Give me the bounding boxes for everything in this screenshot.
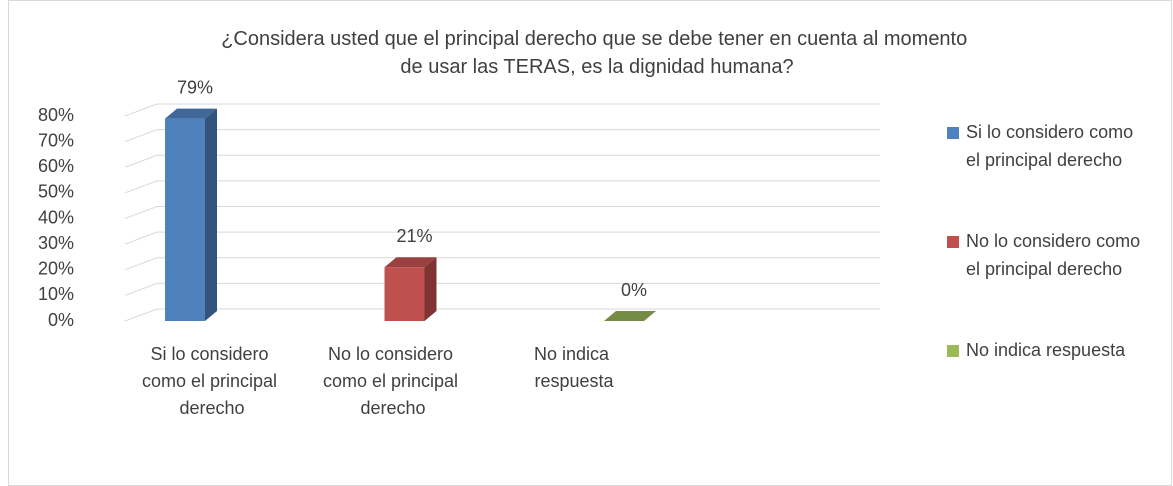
legend-label: No lo considero como el principal derech… xyxy=(966,231,1145,279)
bar-face xyxy=(424,257,437,321)
y-tick-label: 60% xyxy=(38,156,74,176)
grid-line xyxy=(124,103,880,117)
bar xyxy=(604,311,656,321)
bar-face xyxy=(384,257,437,268)
grid-line xyxy=(124,154,880,168)
y-tick-label: 80% xyxy=(38,105,74,125)
value-label: 79% xyxy=(177,77,213,97)
value-label: 21% xyxy=(396,226,432,246)
bar xyxy=(384,257,437,321)
grid-line xyxy=(124,129,880,143)
grid-line xyxy=(124,282,880,296)
legend-swatch xyxy=(947,345,959,357)
chart-title: ¿Considera usted que el principal derech… xyxy=(221,28,973,78)
y-tick-label: 40% xyxy=(38,207,74,227)
x-tick-label: No lo considero como el principal derech… xyxy=(323,344,463,418)
grid-line xyxy=(124,231,880,245)
bar-face xyxy=(205,108,217,321)
value-label: 0% xyxy=(621,280,647,300)
bar xyxy=(165,108,217,321)
y-tick-label: 10% xyxy=(38,284,74,304)
y-tick-label: 30% xyxy=(38,233,74,253)
legend-label: No indica respuesta xyxy=(966,340,1126,360)
legend-swatch xyxy=(947,127,959,139)
x-tick-label: No indica respuesta xyxy=(534,344,615,391)
bar-face xyxy=(165,108,217,119)
y-tick-label: 70% xyxy=(38,130,74,150)
bar-face xyxy=(165,118,205,321)
y-tick-label: 50% xyxy=(38,182,74,202)
y-tick-label: 20% xyxy=(38,259,74,279)
bar-face xyxy=(384,267,425,321)
bar-face xyxy=(604,311,656,321)
x-tick-label: Si lo considero como el principal derech… xyxy=(142,344,282,418)
grid-line xyxy=(124,180,880,194)
grid-line xyxy=(124,257,880,271)
grid-line xyxy=(124,308,880,322)
grid-line xyxy=(124,206,880,219)
legend-label: Si lo considero como el principal derech… xyxy=(966,122,1138,170)
y-tick-label: 0% xyxy=(48,310,74,330)
legend-swatch xyxy=(947,236,959,248)
